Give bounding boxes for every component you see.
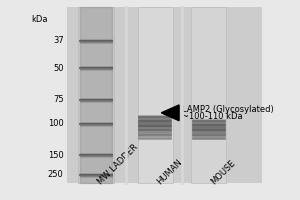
Text: MW LADDER: MW LADDER [96, 143, 140, 187]
Text: 37: 37 [53, 36, 64, 45]
Text: 250: 250 [48, 170, 64, 179]
Text: LAMP2 (Glycosylated): LAMP2 (Glycosylated) [182, 105, 274, 114]
FancyBboxPatch shape [138, 7, 173, 183]
FancyBboxPatch shape [67, 7, 262, 183]
Text: 100: 100 [48, 119, 64, 128]
Text: HUMAN: HUMAN [155, 158, 184, 187]
Text: MOUSE: MOUSE [209, 159, 237, 187]
Text: 75: 75 [53, 96, 64, 104]
Text: ~100-110 kDa: ~100-110 kDa [182, 112, 243, 121]
FancyBboxPatch shape [191, 7, 226, 183]
Text: 150: 150 [48, 151, 64, 160]
Polygon shape [161, 105, 179, 121]
FancyBboxPatch shape [78, 7, 114, 183]
Text: 50: 50 [53, 64, 64, 73]
Text: kDa: kDa [32, 15, 48, 24]
